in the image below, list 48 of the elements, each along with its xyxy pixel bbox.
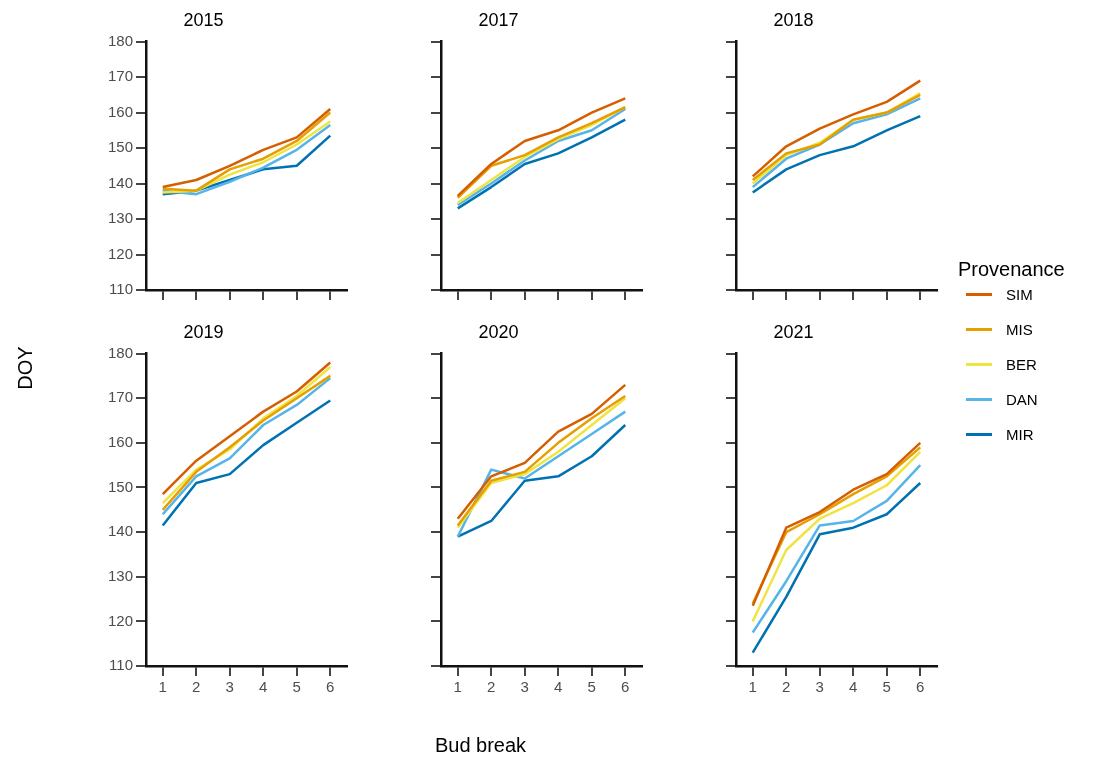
x-tick-label: 4 [554, 678, 563, 696]
x-tick-label: 3 [815, 678, 824, 696]
legend-label: BER [1006, 356, 1037, 373]
x-tick-label: 6 [621, 678, 630, 696]
y-tick-label: 150 [107, 138, 133, 156]
y-tick-label: 140 [107, 173, 133, 191]
x-tick-label: 2 [487, 678, 496, 696]
y-tick-label: 170 [107, 67, 133, 85]
x-tick-label: 2 [782, 678, 791, 696]
x-tick-label: 6 [326, 678, 335, 696]
chart-title: 2017 [478, 9, 519, 30]
x-tick-label: 5 [882, 678, 891, 696]
legend-label: MIS [1006, 321, 1033, 338]
legend-label: MIR [1006, 426, 1034, 443]
y-tick-label: 110 [109, 656, 133, 674]
chart-title: 2018 [773, 9, 814, 30]
x-tick-label: 1 [453, 678, 462, 696]
y-tick-label: 160 [107, 102, 133, 120]
x-tick-label: 5 [587, 678, 596, 696]
legend-label: DAN [1006, 391, 1038, 408]
x-tick-label: 1 [158, 678, 167, 696]
chart-title: 2019 [183, 321, 224, 342]
legend-title: Provenance [958, 258, 1065, 281]
x-tick-label: 1 [748, 678, 757, 696]
y-tick-label: 150 [107, 477, 133, 495]
y-tick-label: 140 [107, 522, 133, 540]
y-tick-label: 120 [107, 611, 133, 629]
y-axis-title: DOY [14, 346, 37, 390]
x-tick-label: 4 [259, 678, 268, 696]
x-tick-label: 6 [916, 678, 925, 696]
x-tick-label: 4 [849, 678, 858, 696]
x-axis-title: Bud break [434, 734, 527, 757]
chart-title: 2021 [773, 321, 814, 342]
chart-title: 2020 [478, 321, 519, 342]
x-tick-label: 3 [225, 678, 234, 696]
y-tick-label: 120 [107, 244, 133, 262]
y-tick-label: 160 [107, 433, 133, 450]
x-tick-label: 5 [292, 678, 301, 696]
x-tick-label: 3 [520, 678, 529, 696]
y-tick-label: 180 [107, 31, 133, 49]
legend-label: SIM [1006, 286, 1033, 303]
y-tick-label: 110 [109, 280, 133, 298]
x-tick-label: 2 [192, 678, 201, 696]
y-tick-label: 170 [107, 388, 133, 406]
y-tick-label: 130 [107, 209, 133, 227]
chart-title: 2015 [183, 9, 224, 30]
y-tick-label: 180 [107, 343, 133, 361]
y-tick-label: 130 [107, 566, 133, 584]
